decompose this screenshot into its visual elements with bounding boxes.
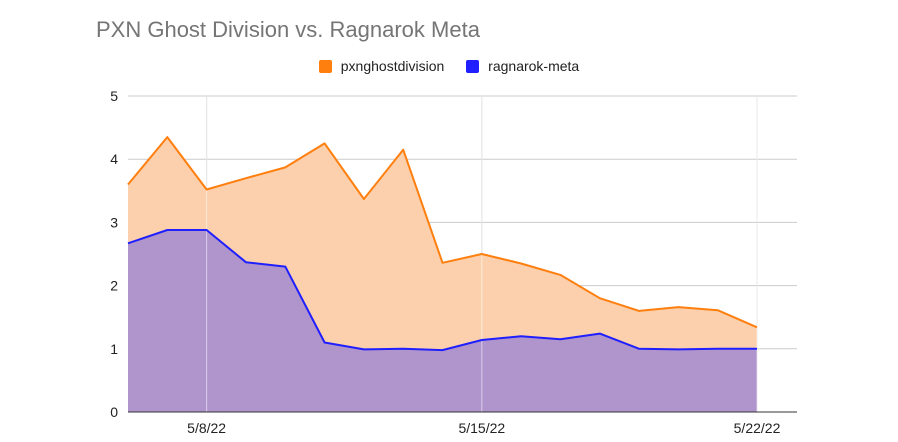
x-tick-label: 5/15/22 <box>458 420 505 436</box>
x-tick-label: 5/8/22 <box>187 420 226 436</box>
y-tick-label: 0 <box>110 404 118 420</box>
legend-item-ragnarok-meta: ragnarok-meta <box>466 58 579 74</box>
y-tick-label: 2 <box>110 278 118 294</box>
y-tick-label: 5 <box>110 88 118 104</box>
y-tick-label: 4 <box>110 151 118 167</box>
legend: pxnghostdivision ragnarok-meta <box>0 58 898 76</box>
legend-item-pxnghostdivision: pxnghostdivision <box>318 58 445 74</box>
line-pxnghostdivision <box>127 136 758 329</box>
legend-swatch-ragnarok-meta <box>466 59 480 73</box>
y-tick-label: 3 <box>110 214 118 230</box>
y-tick-label: 1 <box>110 341 118 357</box>
legend-label-pxnghostdivision: pxnghostdivision <box>340 58 445 74</box>
chart-title: PXN Ghost Division vs. Ragnarok Meta <box>96 17 480 42</box>
legend-label-ragnarok-meta: ragnarok-meta <box>488 58 580 74</box>
line-ragnarok-meta <box>127 229 757 352</box>
x-tick-label: 5/22/22 <box>734 420 781 436</box>
legend-swatch-pxnghostdivision <box>318 59 332 73</box>
area-ragnarok-meta <box>128 230 757 412</box>
